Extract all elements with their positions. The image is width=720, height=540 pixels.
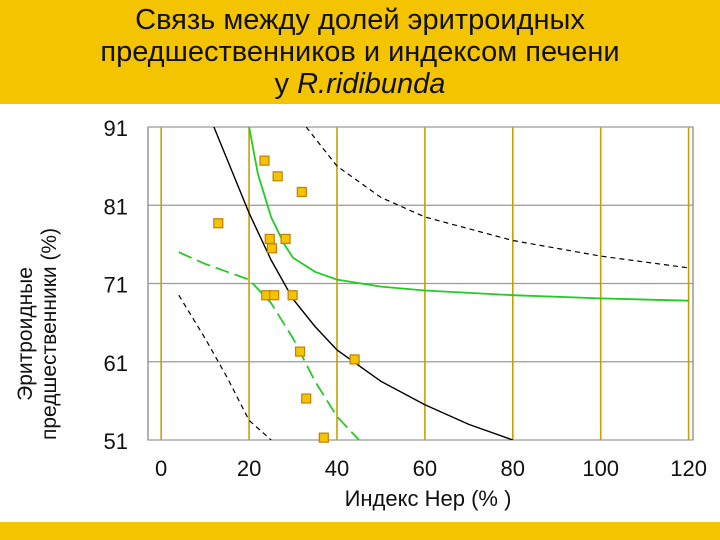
data-point — [294, 346, 306, 357]
chart-title-line-2: предшественников и индексом печени — [100, 36, 620, 68]
prediction-band-upper — [305, 127, 689, 269]
y-label-panel — [0, 104, 98, 540]
data-point — [266, 243, 278, 254]
x-axis-label: Индекс Hep (% ) — [345, 486, 512, 511]
y-tick-label: 71 — [104, 273, 128, 298]
x-tick-label: 0 — [155, 456, 167, 481]
y-tick-label: 51 — [104, 429, 128, 454]
x-tick-label: 80 — [501, 456, 525, 481]
x-tick-label: 60 — [413, 456, 437, 481]
bottom-band — [0, 522, 720, 540]
confidence-band-upper — [248, 127, 689, 302]
data-point — [272, 171, 283, 182]
data-point — [280, 233, 291, 244]
y-tick-label: 91 — [104, 116, 128, 141]
x-tick-label: 20 — [237, 456, 261, 481]
title-band — [0, 0, 720, 104]
y-tick-label: 81 — [104, 194, 128, 219]
data-point — [269, 290, 280, 301]
fit-curve — [213, 127, 514, 440]
x-tick-label: 100 — [582, 456, 619, 481]
prediction-band-lower — [178, 294, 272, 440]
data-point — [259, 155, 270, 166]
chart-title-species: R.ridibunda — [297, 68, 446, 100]
chart-title-line-1: Связь между долей эритроидных — [135, 4, 585, 36]
x-tick-label: 120 — [670, 456, 707, 481]
y-tick-label: 61 — [104, 351, 128, 376]
data-point — [213, 218, 224, 229]
data-point — [349, 354, 360, 365]
chart-title-line-3: у R.ridibunda — [0, 68, 720, 100]
confidence-band-lower — [178, 251, 360, 440]
x-tick-label: 40 — [325, 456, 349, 481]
data-point — [287, 290, 298, 301]
data-point — [296, 186, 307, 198]
data-point — [318, 432, 329, 443]
data-point — [301, 393, 312, 404]
data-point — [264, 233, 275, 244]
chart-title-prefix: у — [274, 68, 298, 100]
